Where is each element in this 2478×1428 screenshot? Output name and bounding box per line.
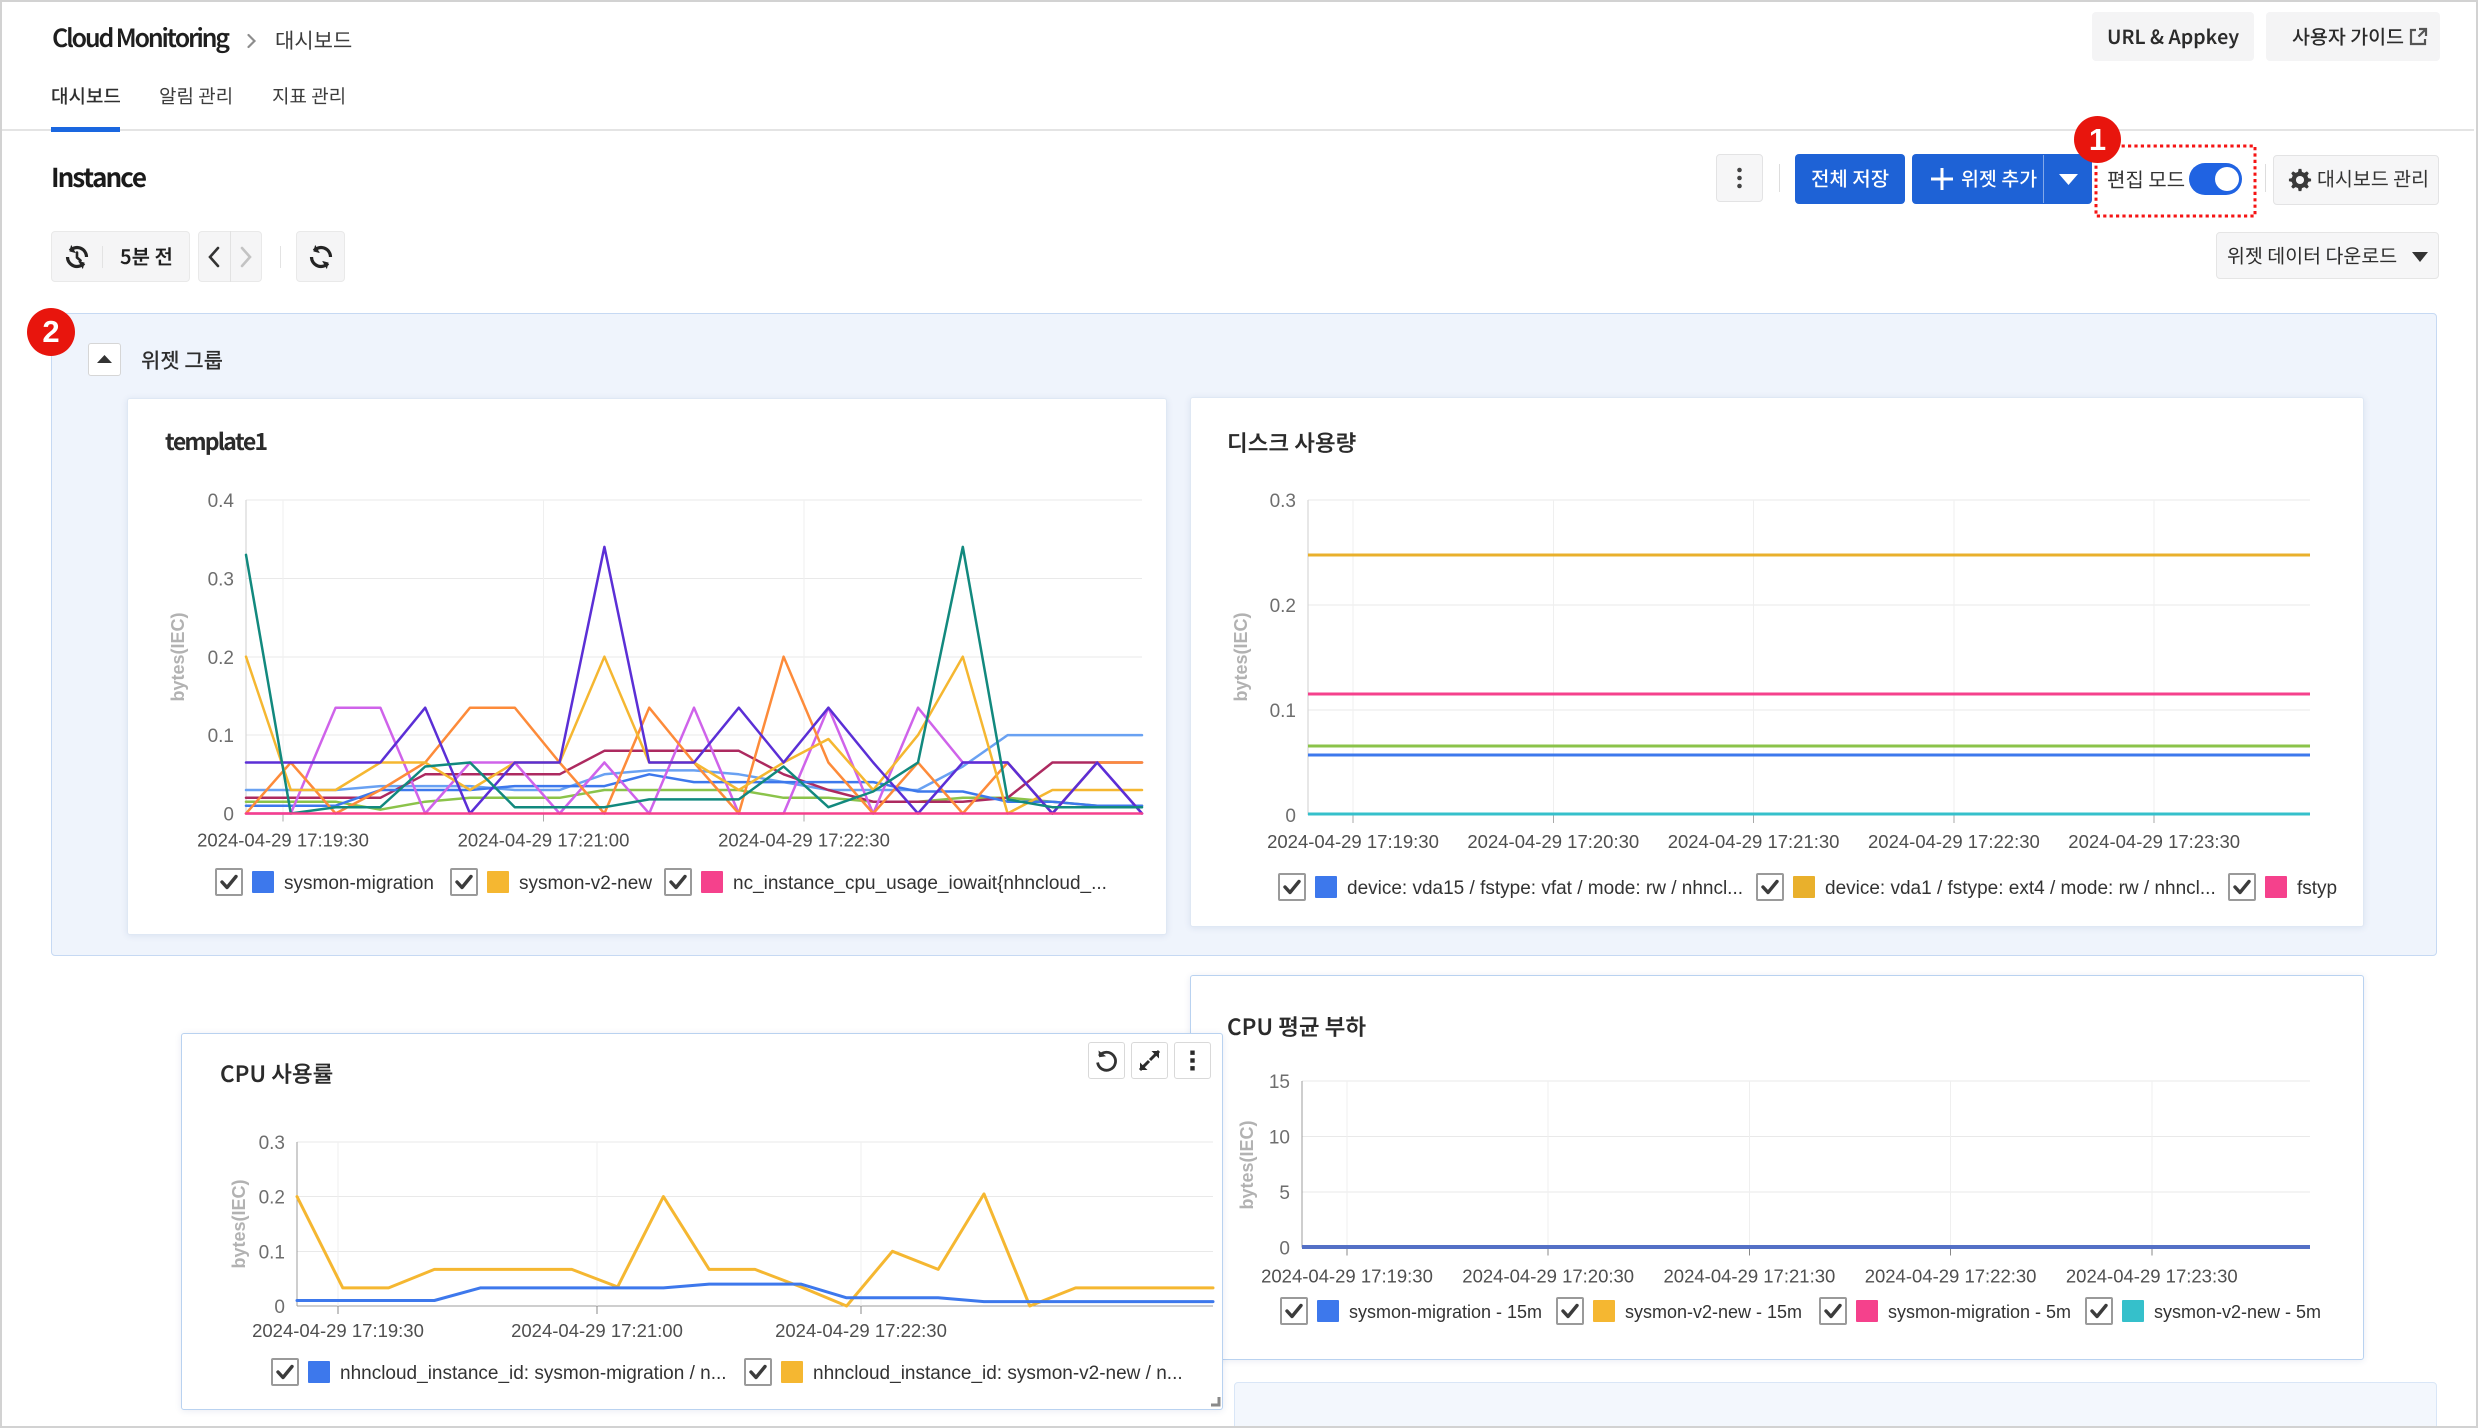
svg-text:15: 15 [1269,1072,1290,1093]
svg-text:0.2: 0.2 [208,648,234,669]
svg-text:2024-04-29 17:21:00: 2024-04-29 17:21:00 [511,1320,683,1341]
svg-text:2024-04-29 17:21:30: 2024-04-29 17:21:30 [1668,831,1840,852]
svg-text:2024-04-29 17:19:30: 2024-04-29 17:19:30 [1267,831,1439,852]
svg-text:0: 0 [223,805,234,826]
svg-text:0.1: 0.1 [208,726,234,747]
svg-text:bytes(IEC): bytes(IEC) [229,1179,249,1268]
svg-text:2024-04-29 17:20:30: 2024-04-29 17:20:30 [1467,831,1639,852]
svg-text:2024-04-29 17:23:30: 2024-04-29 17:23:30 [2066,1266,2238,1287]
svg-text:5: 5 [1279,1183,1290,1204]
svg-text:0.2: 0.2 [1270,596,1296,617]
svg-text:sysmon-v2-new - 15m: sysmon-v2-new - 15m [1625,1302,1802,1322]
svg-text:device: vda1 / fstype: ext4 /: device: vda1 / fstype: ext4 / mode: rw /… [1825,878,2216,899]
svg-text:2024-04-29 17:22:30: 2024-04-29 17:22:30 [775,1320,947,1341]
svg-text:fstyp: fstyp [2297,878,2337,899]
svg-text:0.3: 0.3 [259,1133,285,1154]
svg-text:2024-04-29 17:22:30: 2024-04-29 17:22:30 [718,830,890,851]
svg-text:0: 0 [274,1297,285,1318]
svg-text:nc_instance_cpu_usage_iowait{n: nc_instance_cpu_usage_iowait{nhncloud_..… [733,873,1107,894]
svg-text:bytes(IEC): bytes(IEC) [168,612,188,701]
svg-text:nhncloud_instance_id: sysmon-v: nhncloud_instance_id: sysmon-v2-new / n.… [813,1363,1183,1384]
svg-text:0: 0 [1285,806,1296,827]
svg-text:sysmon-migration: sysmon-migration [284,873,434,894]
svg-text:nhncloud_instance_id: sysmon-m: nhncloud_instance_id: sysmon-migration /… [340,1363,727,1384]
svg-text:2024-04-29 17:23:30: 2024-04-29 17:23:30 [2068,831,2240,852]
svg-text:0: 0 [1279,1239,1290,1260]
svg-text:bytes(IEC): bytes(IEC) [1231,612,1251,701]
svg-text:2024-04-29 17:20:30: 2024-04-29 17:20:30 [1462,1266,1634,1287]
svg-text:2024-04-29 17:22:30: 2024-04-29 17:22:30 [1865,1266,2037,1287]
svg-text:sysmon-migration - 5m: sysmon-migration - 5m [1888,1302,2071,1322]
svg-text:sysmon-v2-new - 5m: sysmon-v2-new - 5m [2154,1302,2321,1322]
svg-text:2024-04-29 17:19:30: 2024-04-29 17:19:30 [252,1320,424,1341]
svg-text:sysmon-migration - 15m: sysmon-migration - 15m [1349,1302,1542,1322]
svg-text:2024-04-29 17:19:30: 2024-04-29 17:19:30 [197,830,369,851]
svg-text:2024-04-29 17:21:00: 2024-04-29 17:21:00 [458,830,630,851]
svg-text:0.3: 0.3 [1270,491,1296,512]
svg-text:2024-04-29 17:21:30: 2024-04-29 17:21:30 [1664,1266,1836,1287]
svg-text:2024-04-29 17:19:30: 2024-04-29 17:19:30 [1261,1266,1433,1287]
svg-text:0.1: 0.1 [259,1242,285,1263]
svg-text:0.1: 0.1 [1270,701,1296,722]
svg-text:2024-04-29 17:22:30: 2024-04-29 17:22:30 [1868,831,2040,852]
svg-text:0.2: 0.2 [259,1188,285,1209]
svg-text:sysmon-v2-new: sysmon-v2-new [519,873,652,894]
svg-text:bytes(IEC): bytes(IEC) [1237,1120,1257,1209]
svg-text:0.3: 0.3 [208,569,234,590]
svg-text:device: vda15 / fstype: vfat /: device: vda15 / fstype: vfat / mode: rw … [1347,878,1743,899]
svg-text:10: 10 [1269,1128,1290,1149]
svg-text:0.4: 0.4 [208,491,235,512]
